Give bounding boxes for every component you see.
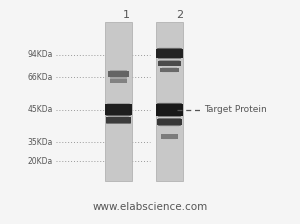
Text: 66KDa: 66KDa	[27, 73, 52, 82]
Bar	[112, 78, 125, 83]
Bar	[110, 70, 127, 78]
Bar	[161, 60, 178, 67]
Text: 1: 1	[122, 10, 130, 19]
Bar	[160, 118, 179, 127]
Bar	[158, 103, 181, 117]
Bar	[106, 117, 131, 123]
Bar	[159, 60, 180, 66]
Bar	[160, 47, 179, 60]
Bar	[161, 117, 178, 127]
Bar	[107, 117, 130, 124]
Bar	[161, 134, 178, 139]
Bar	[160, 68, 179, 72]
Bar	[162, 67, 177, 72]
Bar	[110, 116, 128, 125]
Bar	[111, 78, 126, 83]
Bar	[111, 69, 126, 78]
Bar	[158, 48, 181, 59]
Text: Target Protein: Target Protein	[204, 105, 267, 114]
Bar	[106, 104, 131, 116]
Bar	[163, 67, 176, 73]
Bar	[110, 79, 127, 83]
Bar	[111, 70, 126, 78]
Bar	[160, 68, 178, 72]
Bar	[109, 116, 128, 124]
Text: www.elabscience.com: www.elabscience.com	[92, 202, 208, 212]
Bar	[160, 102, 179, 118]
Bar	[164, 134, 175, 140]
Bar	[158, 61, 181, 66]
Bar	[158, 118, 181, 126]
Bar	[156, 49, 183, 58]
Bar	[156, 22, 183, 181]
Bar	[163, 134, 176, 140]
Bar	[159, 47, 180, 59]
Bar	[160, 60, 179, 66]
Bar	[161, 134, 178, 139]
Text: 94KDa: 94KDa	[27, 50, 52, 59]
Bar	[160, 68, 179, 72]
Bar	[156, 104, 183, 116]
Bar	[106, 117, 131, 123]
Bar	[159, 118, 180, 126]
Bar	[162, 134, 177, 139]
Bar	[108, 71, 129, 77]
Bar	[109, 71, 128, 77]
Bar	[106, 117, 130, 124]
Bar	[157, 48, 182, 58]
Text: 35KDa: 35KDa	[27, 138, 52, 147]
Bar	[162, 134, 177, 139]
Bar	[156, 49, 183, 58]
Bar	[161, 60, 178, 67]
Bar	[157, 119, 182, 125]
Text: 2: 2	[176, 10, 184, 19]
Bar	[108, 116, 129, 124]
Bar	[161, 68, 178, 72]
Bar	[158, 103, 182, 116]
Bar	[105, 22, 132, 181]
Bar	[157, 119, 182, 125]
Bar	[105, 104, 132, 115]
Bar	[107, 103, 130, 116]
Bar	[159, 60, 180, 66]
Bar	[106, 103, 130, 116]
Bar	[110, 70, 128, 78]
Bar	[108, 103, 129, 117]
Bar	[108, 71, 129, 77]
Text: 45KDa: 45KDa	[27, 105, 52, 114]
Bar	[112, 78, 124, 84]
Bar	[156, 104, 183, 116]
Bar	[161, 134, 178, 139]
Bar	[158, 61, 181, 66]
Bar	[111, 78, 126, 83]
Bar	[158, 48, 182, 58]
Bar	[110, 79, 127, 83]
Bar	[110, 78, 127, 83]
Bar	[159, 102, 180, 117]
Bar	[109, 102, 128, 117]
Bar	[160, 118, 179, 126]
Bar	[105, 104, 132, 115]
Bar	[162, 67, 177, 73]
Text: 20KDa: 20KDa	[27, 157, 52, 166]
Bar	[157, 103, 182, 116]
